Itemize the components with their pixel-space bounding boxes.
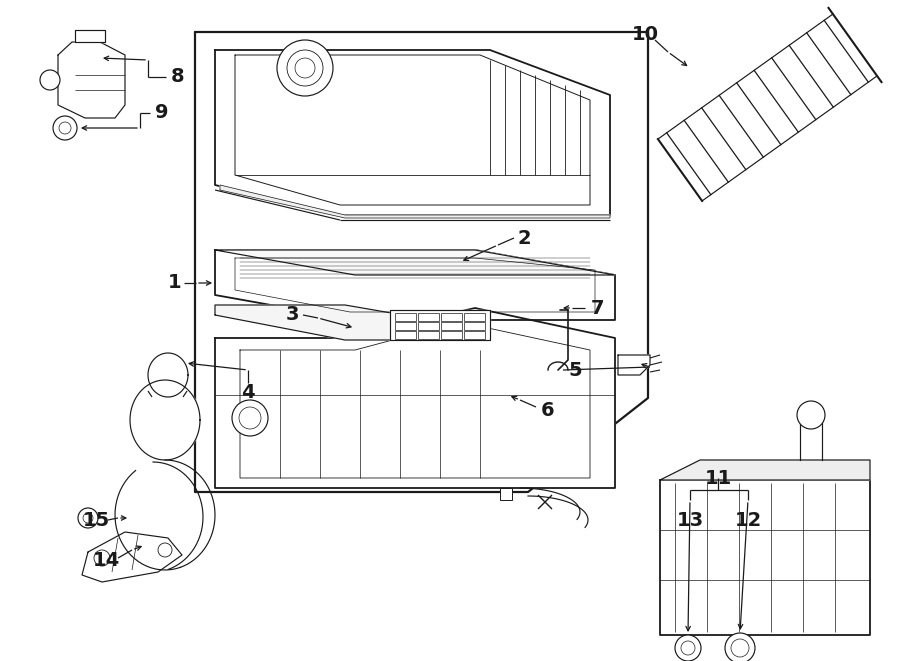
- Bar: [395, 322, 416, 330]
- Text: 15: 15: [83, 510, 110, 529]
- Polygon shape: [658, 14, 878, 201]
- Bar: [441, 322, 462, 330]
- Text: 3: 3: [285, 305, 299, 325]
- Circle shape: [83, 513, 93, 523]
- Circle shape: [239, 407, 261, 429]
- Circle shape: [731, 639, 749, 657]
- Bar: [418, 322, 439, 330]
- Circle shape: [797, 401, 825, 429]
- Polygon shape: [130, 380, 200, 460]
- Text: 8: 8: [171, 67, 184, 87]
- Polygon shape: [148, 353, 188, 397]
- Bar: [441, 313, 462, 321]
- Circle shape: [725, 633, 755, 661]
- Polygon shape: [215, 50, 610, 215]
- Circle shape: [40, 70, 60, 90]
- Text: 13: 13: [677, 510, 704, 529]
- Text: 4: 4: [241, 383, 255, 403]
- Polygon shape: [660, 460, 870, 480]
- Bar: [395, 331, 416, 339]
- Polygon shape: [390, 310, 490, 340]
- Circle shape: [287, 50, 323, 86]
- Polygon shape: [618, 355, 650, 375]
- Polygon shape: [235, 55, 590, 205]
- Text: 10: 10: [632, 26, 659, 44]
- Polygon shape: [195, 32, 648, 492]
- Circle shape: [681, 641, 695, 655]
- Text: 11: 11: [705, 469, 732, 488]
- Polygon shape: [75, 30, 105, 42]
- Polygon shape: [82, 532, 182, 582]
- Bar: [441, 331, 462, 339]
- Circle shape: [277, 40, 333, 96]
- Polygon shape: [215, 308, 615, 488]
- Circle shape: [78, 508, 98, 528]
- Text: 7: 7: [591, 299, 605, 317]
- Text: 12: 12: [734, 510, 761, 529]
- Bar: [464, 313, 485, 321]
- Circle shape: [158, 543, 172, 557]
- Polygon shape: [215, 250, 615, 275]
- Text: 5: 5: [568, 360, 581, 379]
- Polygon shape: [220, 185, 610, 218]
- Polygon shape: [215, 250, 615, 320]
- Bar: [464, 322, 485, 330]
- Bar: [395, 313, 416, 321]
- Polygon shape: [660, 480, 870, 635]
- Polygon shape: [215, 305, 490, 340]
- Bar: [418, 331, 439, 339]
- Text: 14: 14: [93, 551, 120, 570]
- Text: 1: 1: [168, 274, 182, 293]
- Text: 9: 9: [155, 104, 169, 122]
- Circle shape: [94, 550, 110, 566]
- Text: 2: 2: [518, 229, 531, 247]
- Bar: [418, 313, 439, 321]
- Text: 6: 6: [541, 401, 554, 420]
- Circle shape: [295, 58, 315, 78]
- Circle shape: [675, 635, 701, 661]
- Circle shape: [53, 116, 77, 140]
- Bar: [464, 331, 485, 339]
- Circle shape: [59, 122, 71, 134]
- Circle shape: [232, 400, 268, 436]
- Polygon shape: [58, 42, 125, 118]
- Bar: [500, 488, 512, 500]
